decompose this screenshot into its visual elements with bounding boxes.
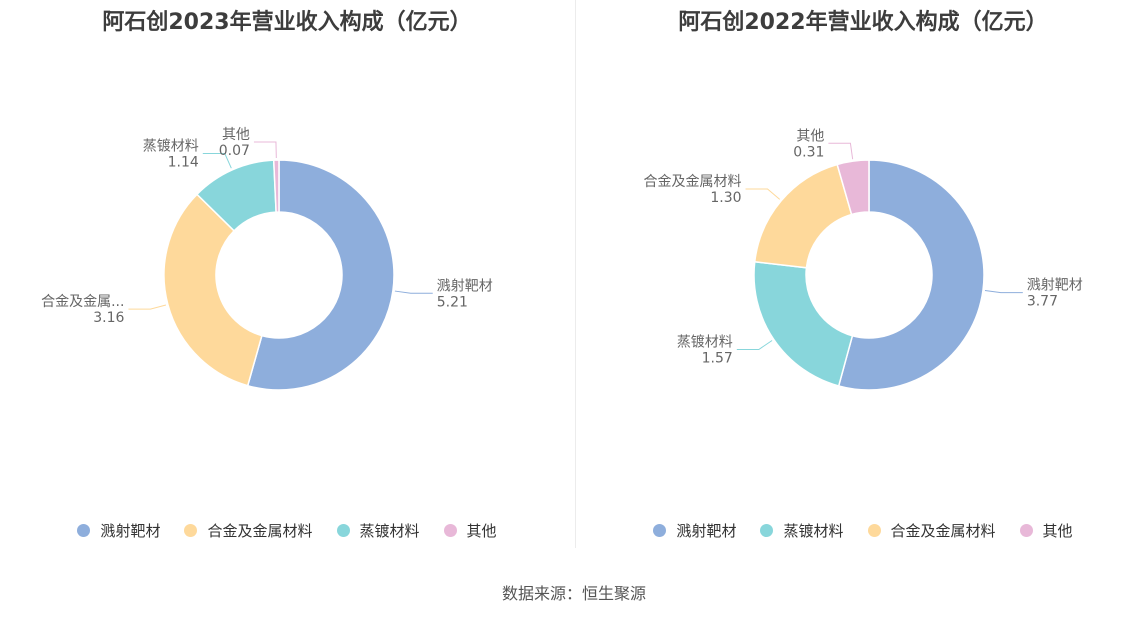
legend-item[interactable]: 蒸镀材料 <box>336 520 420 541</box>
leader-line <box>253 141 277 159</box>
slice-溅射靶材[interactable] <box>837 159 985 391</box>
slice-label-name: 蒸镀材料 <box>677 333 733 350</box>
slice-合金及金属材料[interactable] <box>753 163 853 269</box>
leader-line <box>202 153 232 169</box>
legend-marker <box>653 524 667 537</box>
legend-item[interactable]: 蒸镀材料 <box>760 520 844 541</box>
slice-label-value: 0.31 <box>793 144 824 160</box>
slice-合金及金属材料[interactable] <box>163 193 263 387</box>
slice-label-value: 1.14 <box>168 155 199 171</box>
legend-label: 其他 <box>1042 522 1073 540</box>
slice-label-value: 0.07 <box>219 143 250 159</box>
legend: 溅射靶材 合金及金属材料 蒸镀材料 其他 <box>0 520 574 541</box>
leader-line <box>828 142 854 160</box>
legend-marker <box>184 524 198 537</box>
slice-label-name: 其他 <box>796 128 824 144</box>
slice-label-name: 合金及金属... <box>41 294 124 310</box>
slice-label-name: 溅射靶材 <box>1027 278 1083 294</box>
slice-溅射靶材[interactable] <box>246 159 395 391</box>
leader-line <box>736 340 773 350</box>
leader-line <box>394 290 433 294</box>
legend: 溅射靶材 蒸镀材料 合金及金属材料 其他 <box>576 520 1148 541</box>
slice-label-value: 1.57 <box>702 350 733 366</box>
legend-label: 合金及金属材料 <box>207 522 313 540</box>
chart-panel-2022: 阿石创2022年营业收入构成（亿元） 溅射靶材 3.77 蒸镀材料 1.57 合金及金属… <box>576 0 1148 560</box>
legend-marker <box>77 524 91 537</box>
data-source: 数据来源：恒生聚源 <box>501 584 646 603</box>
legend-marker <box>760 524 774 537</box>
legend-label: 溅射靶材 <box>676 522 737 540</box>
legend-label: 溅射靶材 <box>100 522 161 540</box>
legend-item[interactable]: 其他 <box>1019 520 1073 541</box>
chart-title: 阿石创2022年营业收入构成（亿元） <box>678 10 1048 35</box>
leader-line <box>745 188 781 200</box>
legend-marker <box>336 524 350 537</box>
legend-item[interactable]: 溅射靶材 <box>653 520 736 541</box>
legend-item[interactable]: 溅射靶材 <box>77 520 160 541</box>
leader-line <box>984 290 1023 294</box>
legend-label: 其他 <box>466 522 497 540</box>
slice-其他[interactable] <box>836 159 870 216</box>
legend-item[interactable]: 合金及金属材料 <box>184 520 313 541</box>
legend-marker <box>1019 524 1033 537</box>
slice-label-value: 1.30 <box>710 190 741 206</box>
panel-divider <box>575 0 576 548</box>
legend-item[interactable]: 其他 <box>443 520 497 541</box>
slice-label-name: 其他 <box>222 127 250 143</box>
slice-label-name: 合金及金属材料 <box>644 174 742 190</box>
slice-label-name: 蒸镀材料 <box>143 138 199 155</box>
chart-panel-2023: 阿石创2023年营业收入构成（亿元） 溅射靶材 5.21 合金及金属... 3.16 蒸… <box>0 0 574 560</box>
slice-蒸镀材料[interactable] <box>753 260 854 387</box>
legend-item[interactable]: 合金及金属材料 <box>867 520 996 541</box>
legend-label: 蒸镀材料 <box>783 522 844 540</box>
slice-label-value: 3.16 <box>93 310 124 326</box>
slice-label-value: 5.21 <box>437 294 468 310</box>
chart-title: 阿石创2023年营业收入构成（亿元） <box>102 10 472 35</box>
leader-line <box>128 304 167 310</box>
legend-label: 合金及金属材料 <box>890 522 996 540</box>
legend-marker <box>867 524 881 537</box>
legend-label: 蒸镀材料 <box>359 522 420 540</box>
slice-label-name: 溅射靶材 <box>437 278 493 294</box>
slice-label-value: 3.77 <box>1027 294 1058 310</box>
slice-其他[interactable] <box>272 159 280 213</box>
legend-marker <box>443 524 457 537</box>
